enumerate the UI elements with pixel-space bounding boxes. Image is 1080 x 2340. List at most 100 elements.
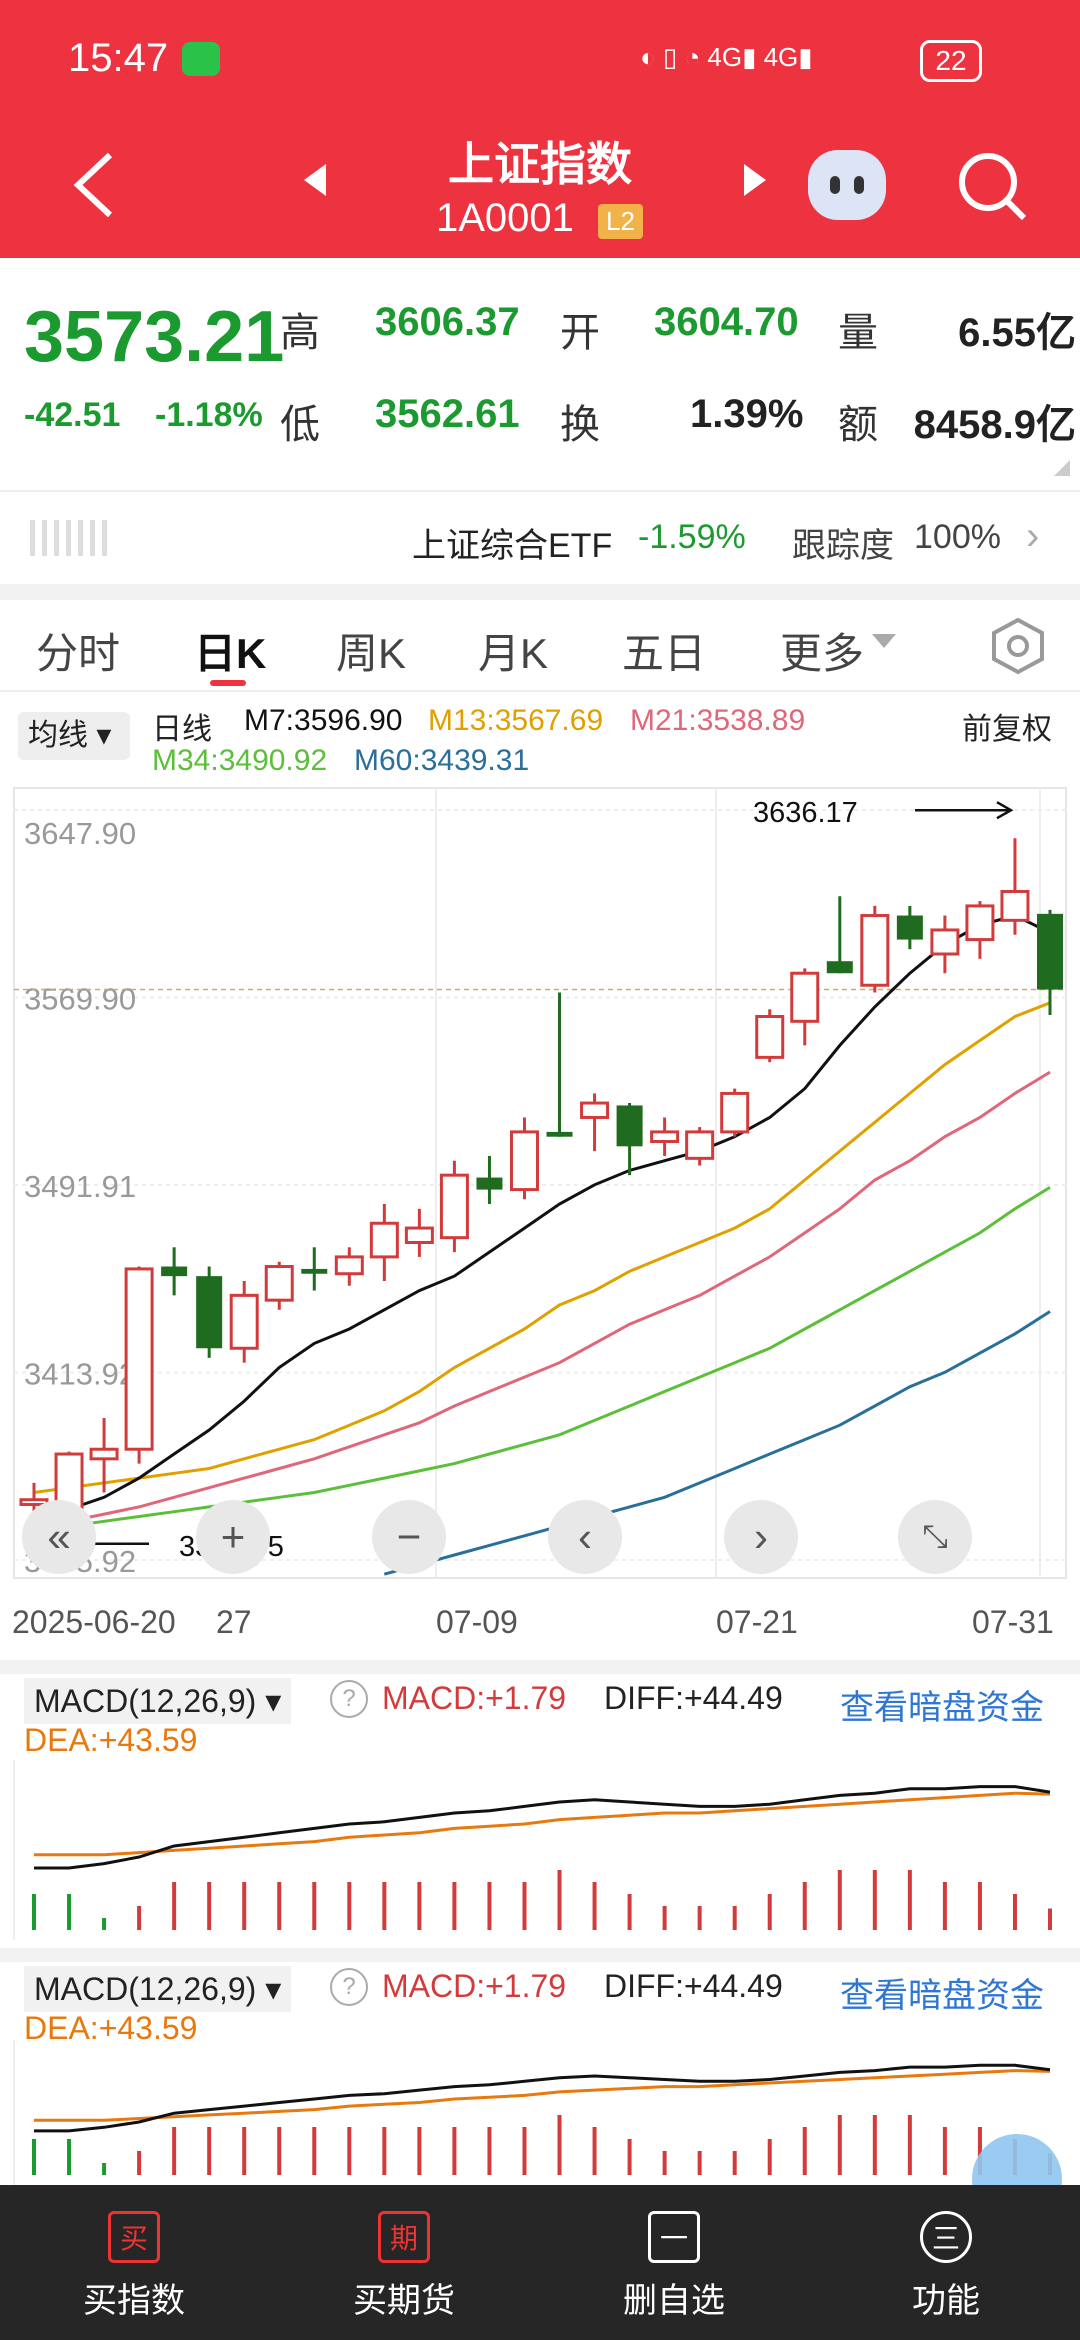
- price-change-pct: -1.18%: [155, 396, 263, 434]
- candle-body-up: [930, 928, 960, 956]
- tab-daily-k[interactable]: 日K: [194, 630, 267, 677]
- ma-line-m34: [33, 1186, 1051, 1533]
- ma-period: 日线: [152, 713, 212, 746]
- dark-pool-link[interactable]: 查看暗盘资金: [840, 1977, 1044, 2015]
- adjust-toggle[interactable]: 前复权: [962, 713, 1052, 746]
- last-price: 3573.21: [24, 297, 285, 377]
- macd-value: MACD:+1.79: [382, 1968, 567, 2004]
- max-arrowhead: [996, 801, 1014, 820]
- macd-selector[interactable]: MACD(12,26,9) ▾: [24, 1678, 292, 1724]
- prev-stock-button[interactable]: [300, 160, 330, 205]
- ma-line-m13: [33, 1001, 1051, 1494]
- macd-selector-label: MACD(12,26,9): [34, 1683, 257, 1719]
- price-change: -42.51: [24, 396, 121, 434]
- x-tick-start: 2025-06-20: [12, 1604, 176, 1640]
- diff-value: DIFF:+44.49: [604, 1968, 783, 2004]
- candle-body-up: [650, 1130, 680, 1144]
- period-tabs: 分时 日K 周K 月K 五日 更多: [0, 600, 1080, 690]
- candle-body-up: [264, 1265, 294, 1302]
- tab-weekly-k[interactable]: 周K: [336, 630, 407, 677]
- etf-change: -1.59%: [638, 518, 746, 556]
- ma-m21: M21:3538.89: [630, 704, 806, 737]
- dark-pool-link[interactable]: 查看暗盘资金: [840, 1689, 1044, 1727]
- y-tick-label: 3569.90: [24, 982, 136, 1017]
- scroll-left-button[interactable]: ‹: [548, 1500, 622, 1574]
- nav-functions[interactable]: 三 功能: [846, 2211, 1046, 2322]
- dea-value: DEA:+43.59: [24, 2010, 198, 2046]
- ma-m60: M60:3439.31: [354, 744, 530, 777]
- help-icon[interactable]: ?: [330, 1680, 368, 1718]
- zoom-in-button[interactable]: +: [196, 1500, 270, 1574]
- etf-row[interactable]: 上证综合ETF -1.59% 跟踪度 100% ›: [0, 492, 1080, 584]
- y-tick-label: 3647.90: [24, 816, 136, 851]
- rewind-button[interactable]: «: [22, 1500, 96, 1574]
- ma-selector[interactable]: 均线 ▾: [18, 712, 130, 760]
- status-time: 15:47: [68, 36, 169, 80]
- dea-value: DEA:+43.59: [24, 1722, 198, 1758]
- diff-line: [34, 1785, 1051, 1870]
- help-icon[interactable]: ?: [330, 1968, 368, 2006]
- candlestick-chart[interactable]: 3647.903569.903491.913413.923335.923636.…: [0, 780, 1080, 1650]
- ma-selector-label: 均线: [28, 719, 88, 752]
- dea-line: [34, 1791, 1051, 1857]
- zoom-out-button[interactable]: −: [372, 1500, 446, 1574]
- candle-body-down: [476, 1177, 503, 1190]
- macd-selector-label: MACD(12,26,9): [34, 1971, 257, 2007]
- nav-buy-index[interactable]: 买 买指数: [34, 2211, 234, 2322]
- expand-corner-icon[interactable]: [1054, 460, 1070, 476]
- buy-icon: 买: [108, 2211, 160, 2263]
- next-stock-button[interactable]: [740, 160, 770, 205]
- volume-value: 6.55亿: [958, 311, 1076, 355]
- candle-body-up: [124, 1267, 154, 1451]
- candle-body-down: [896, 915, 923, 940]
- dropdown-icon: ▾: [88, 719, 112, 752]
- header-bar: [0, 0, 1080, 258]
- dropdown-icon: ▾: [256, 1683, 282, 1719]
- chevron-right-icon: ›: [1026, 514, 1040, 558]
- y-tick-label: 3413.92: [24, 1356, 136, 1391]
- candle-body-up: [580, 1101, 610, 1119]
- candle-body-up: [229, 1293, 259, 1350]
- futures-icon: 期: [378, 2211, 430, 2263]
- bottom-nav: 买 买指数 期 买期货 一 删自选 三 功能: [0, 2185, 1080, 2340]
- candle-body-up: [334, 1255, 364, 1276]
- ma-m13: M13:3567.69: [428, 704, 604, 737]
- scroll-right-button[interactable]: ›: [724, 1500, 798, 1574]
- candle-body-up: [790, 971, 820, 1023]
- ma-line-m21: [33, 1070, 1051, 1528]
- low-label: 低: [280, 403, 320, 447]
- nav-buy-futures[interactable]: 期 买期货: [304, 2211, 504, 2322]
- low-value: 3562.61: [375, 392, 520, 436]
- volume-label: 量: [838, 311, 878, 355]
- assistant-robot-icon[interactable]: [808, 150, 886, 220]
- candle-body-up: [89, 1447, 119, 1461]
- candle-body-up: [404, 1226, 434, 1244]
- tab-intraday[interactable]: 分时: [36, 630, 121, 677]
- etf-track-label: 跟踪度: [792, 527, 894, 565]
- candle-body-down: [196, 1276, 223, 1349]
- etf-track-value: 100%: [914, 518, 1001, 556]
- candle-body-down: [301, 1268, 328, 1274]
- macd-chart: [13, 1760, 1052, 1940]
- candle-body-up: [1000, 889, 1030, 922]
- x-tick-0731: 07-31: [972, 1604, 1054, 1640]
- back-button[interactable]: [70, 150, 118, 225]
- fullscreen-button[interactable]: ⤡: [898, 1500, 972, 1574]
- level-badge: L2: [598, 204, 643, 239]
- dropdown-icon: ▾: [256, 1971, 282, 2007]
- section-gap: [0, 584, 1080, 600]
- section-gap: [0, 1660, 1080, 1674]
- ma-line-m60: [383, 1310, 1051, 1576]
- nav-remove-watchlist[interactable]: 一 删自选: [574, 2211, 774, 2322]
- settings-hexagon-icon[interactable]: [990, 616, 1046, 681]
- search-icon[interactable]: [956, 150, 1028, 227]
- remove-icon: 一: [648, 2211, 700, 2263]
- candle-body-up: [439, 1173, 469, 1240]
- tab-more[interactable]: 更多: [780, 630, 865, 677]
- candle-body-up: [509, 1130, 539, 1192]
- tab-five-day[interactable]: 五日: [622, 630, 707, 677]
- diff-line: [34, 2063, 1051, 2133]
- macd-selector[interactable]: MACD(12,26,9) ▾: [24, 1966, 292, 2012]
- ma-m7: M7:3596.90: [244, 704, 403, 737]
- tab-monthly-k[interactable]: 月K: [478, 630, 549, 677]
